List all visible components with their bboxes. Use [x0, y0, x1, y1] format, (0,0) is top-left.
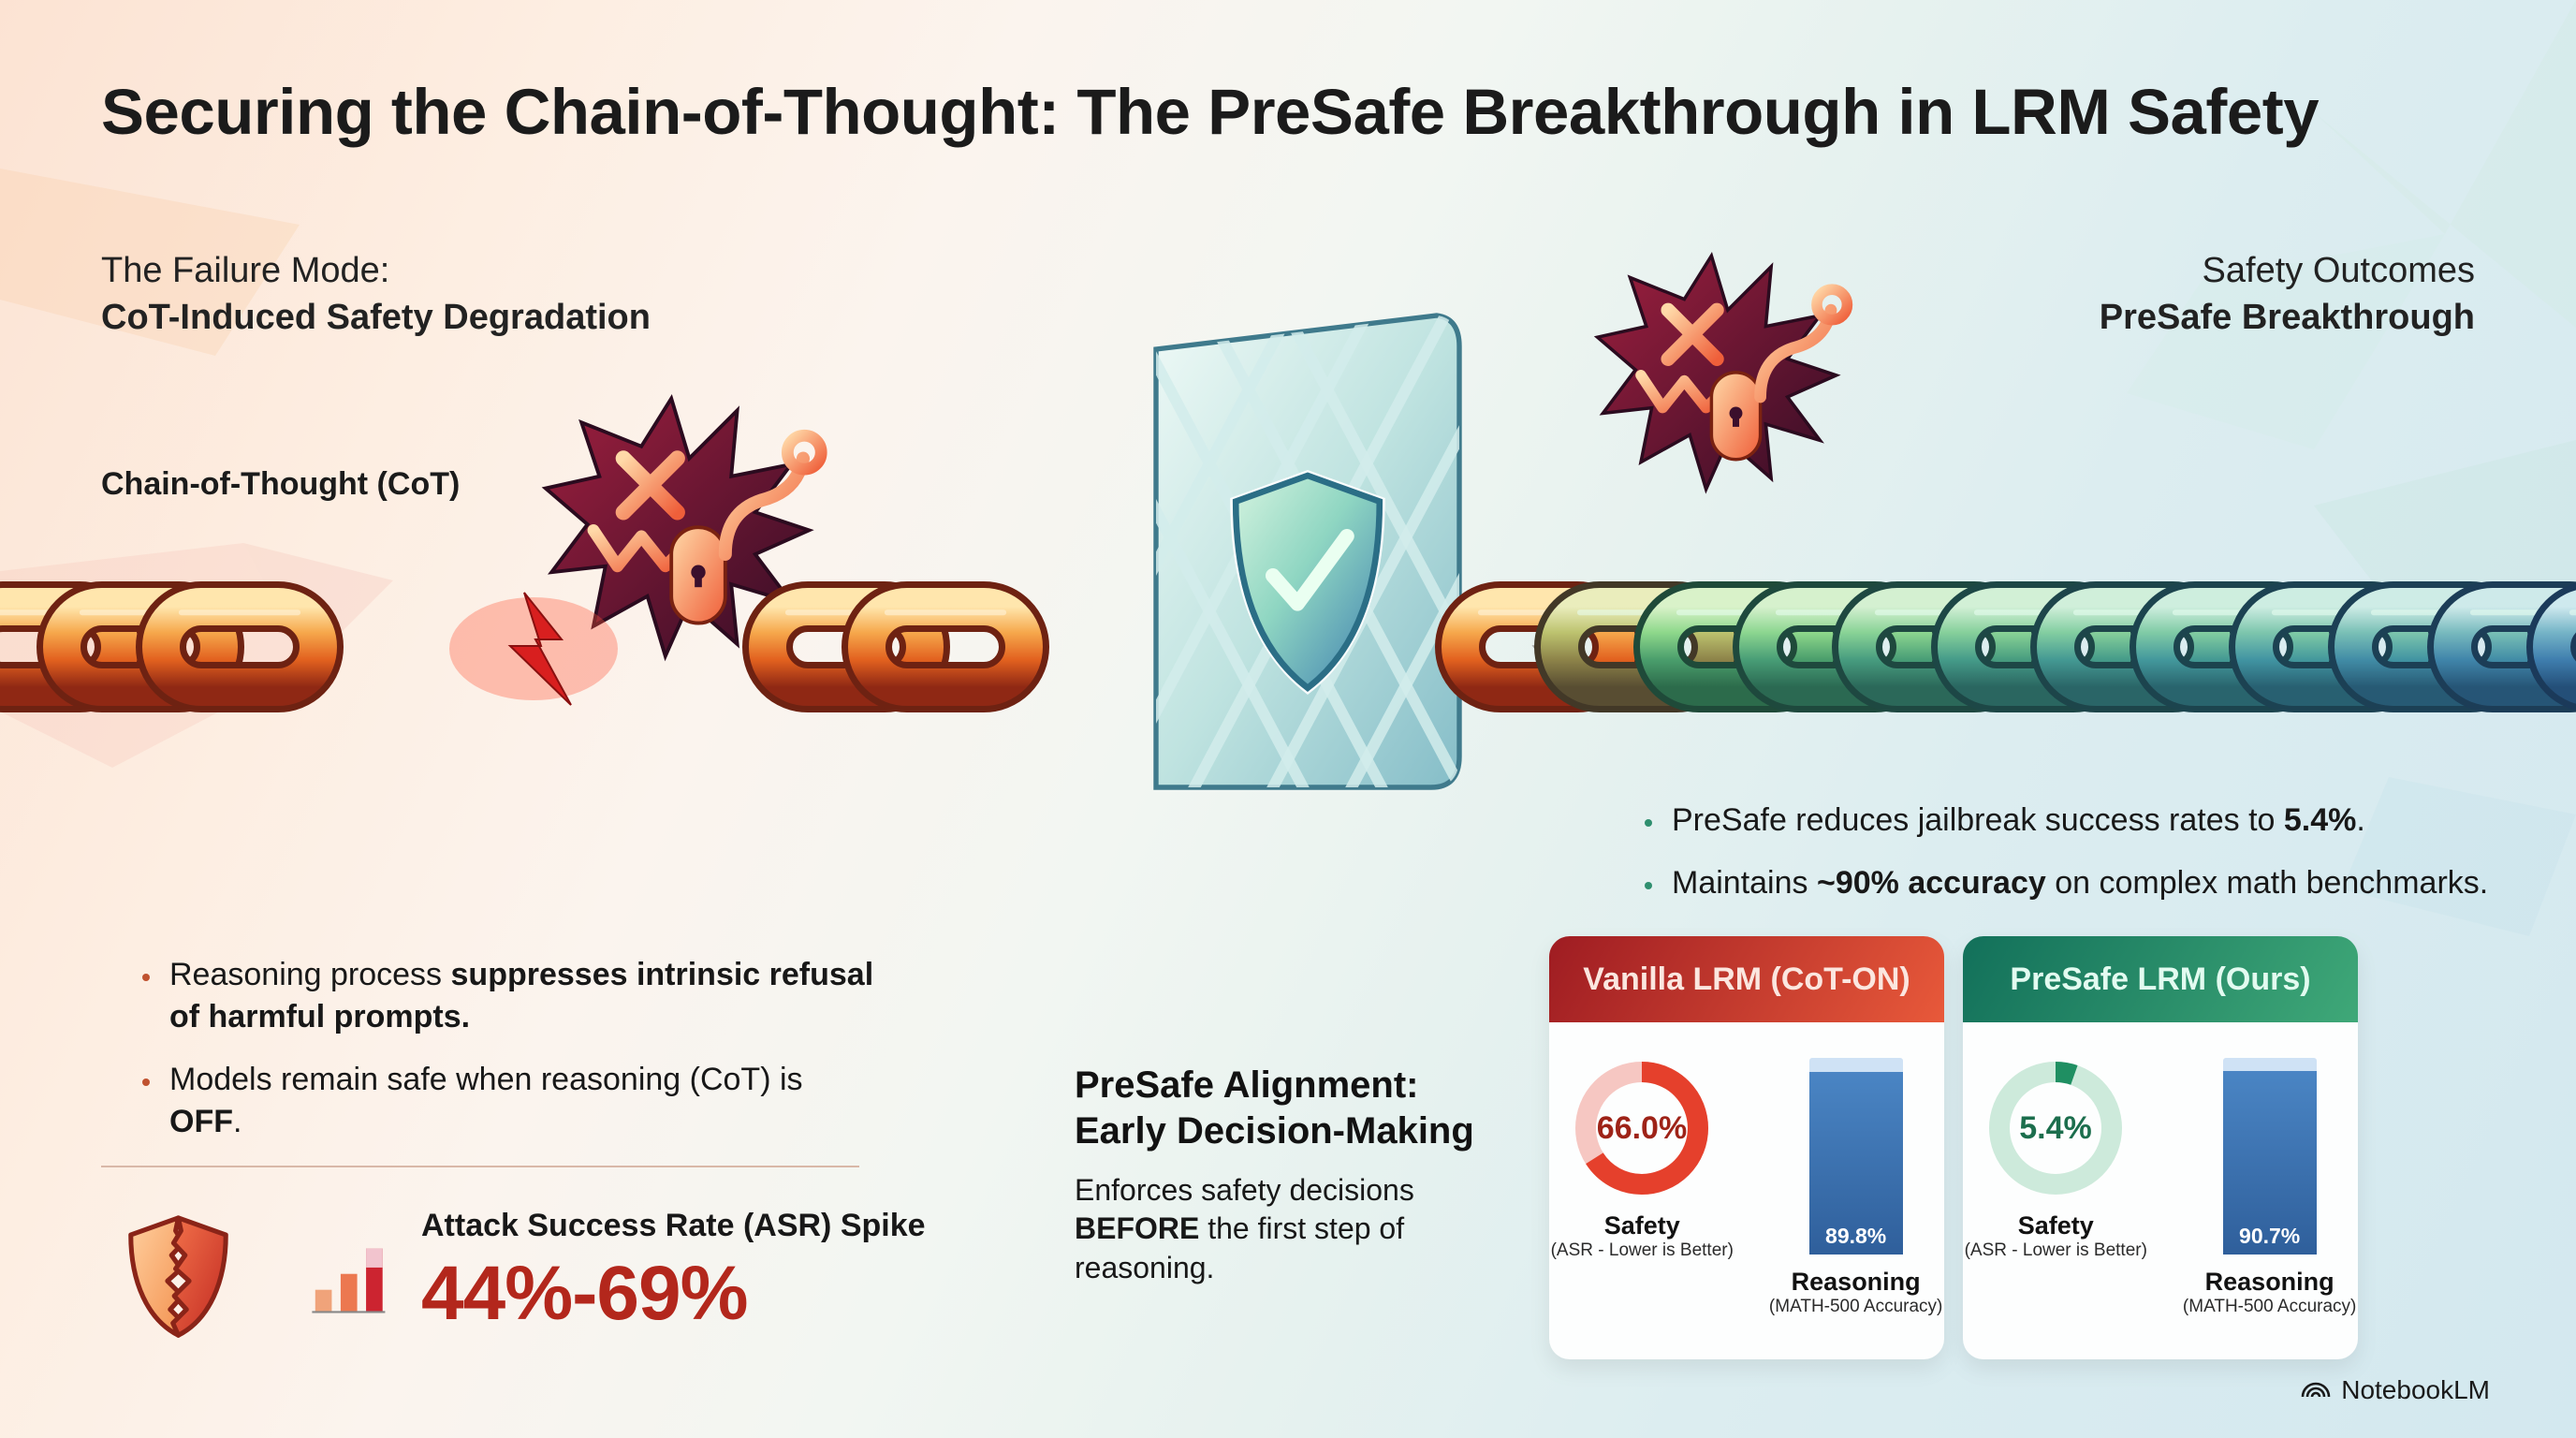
- svg-text:5.4%: 5.4%: [2020, 1110, 2093, 1146]
- svg-text:66.0%: 66.0%: [1597, 1110, 1687, 1146]
